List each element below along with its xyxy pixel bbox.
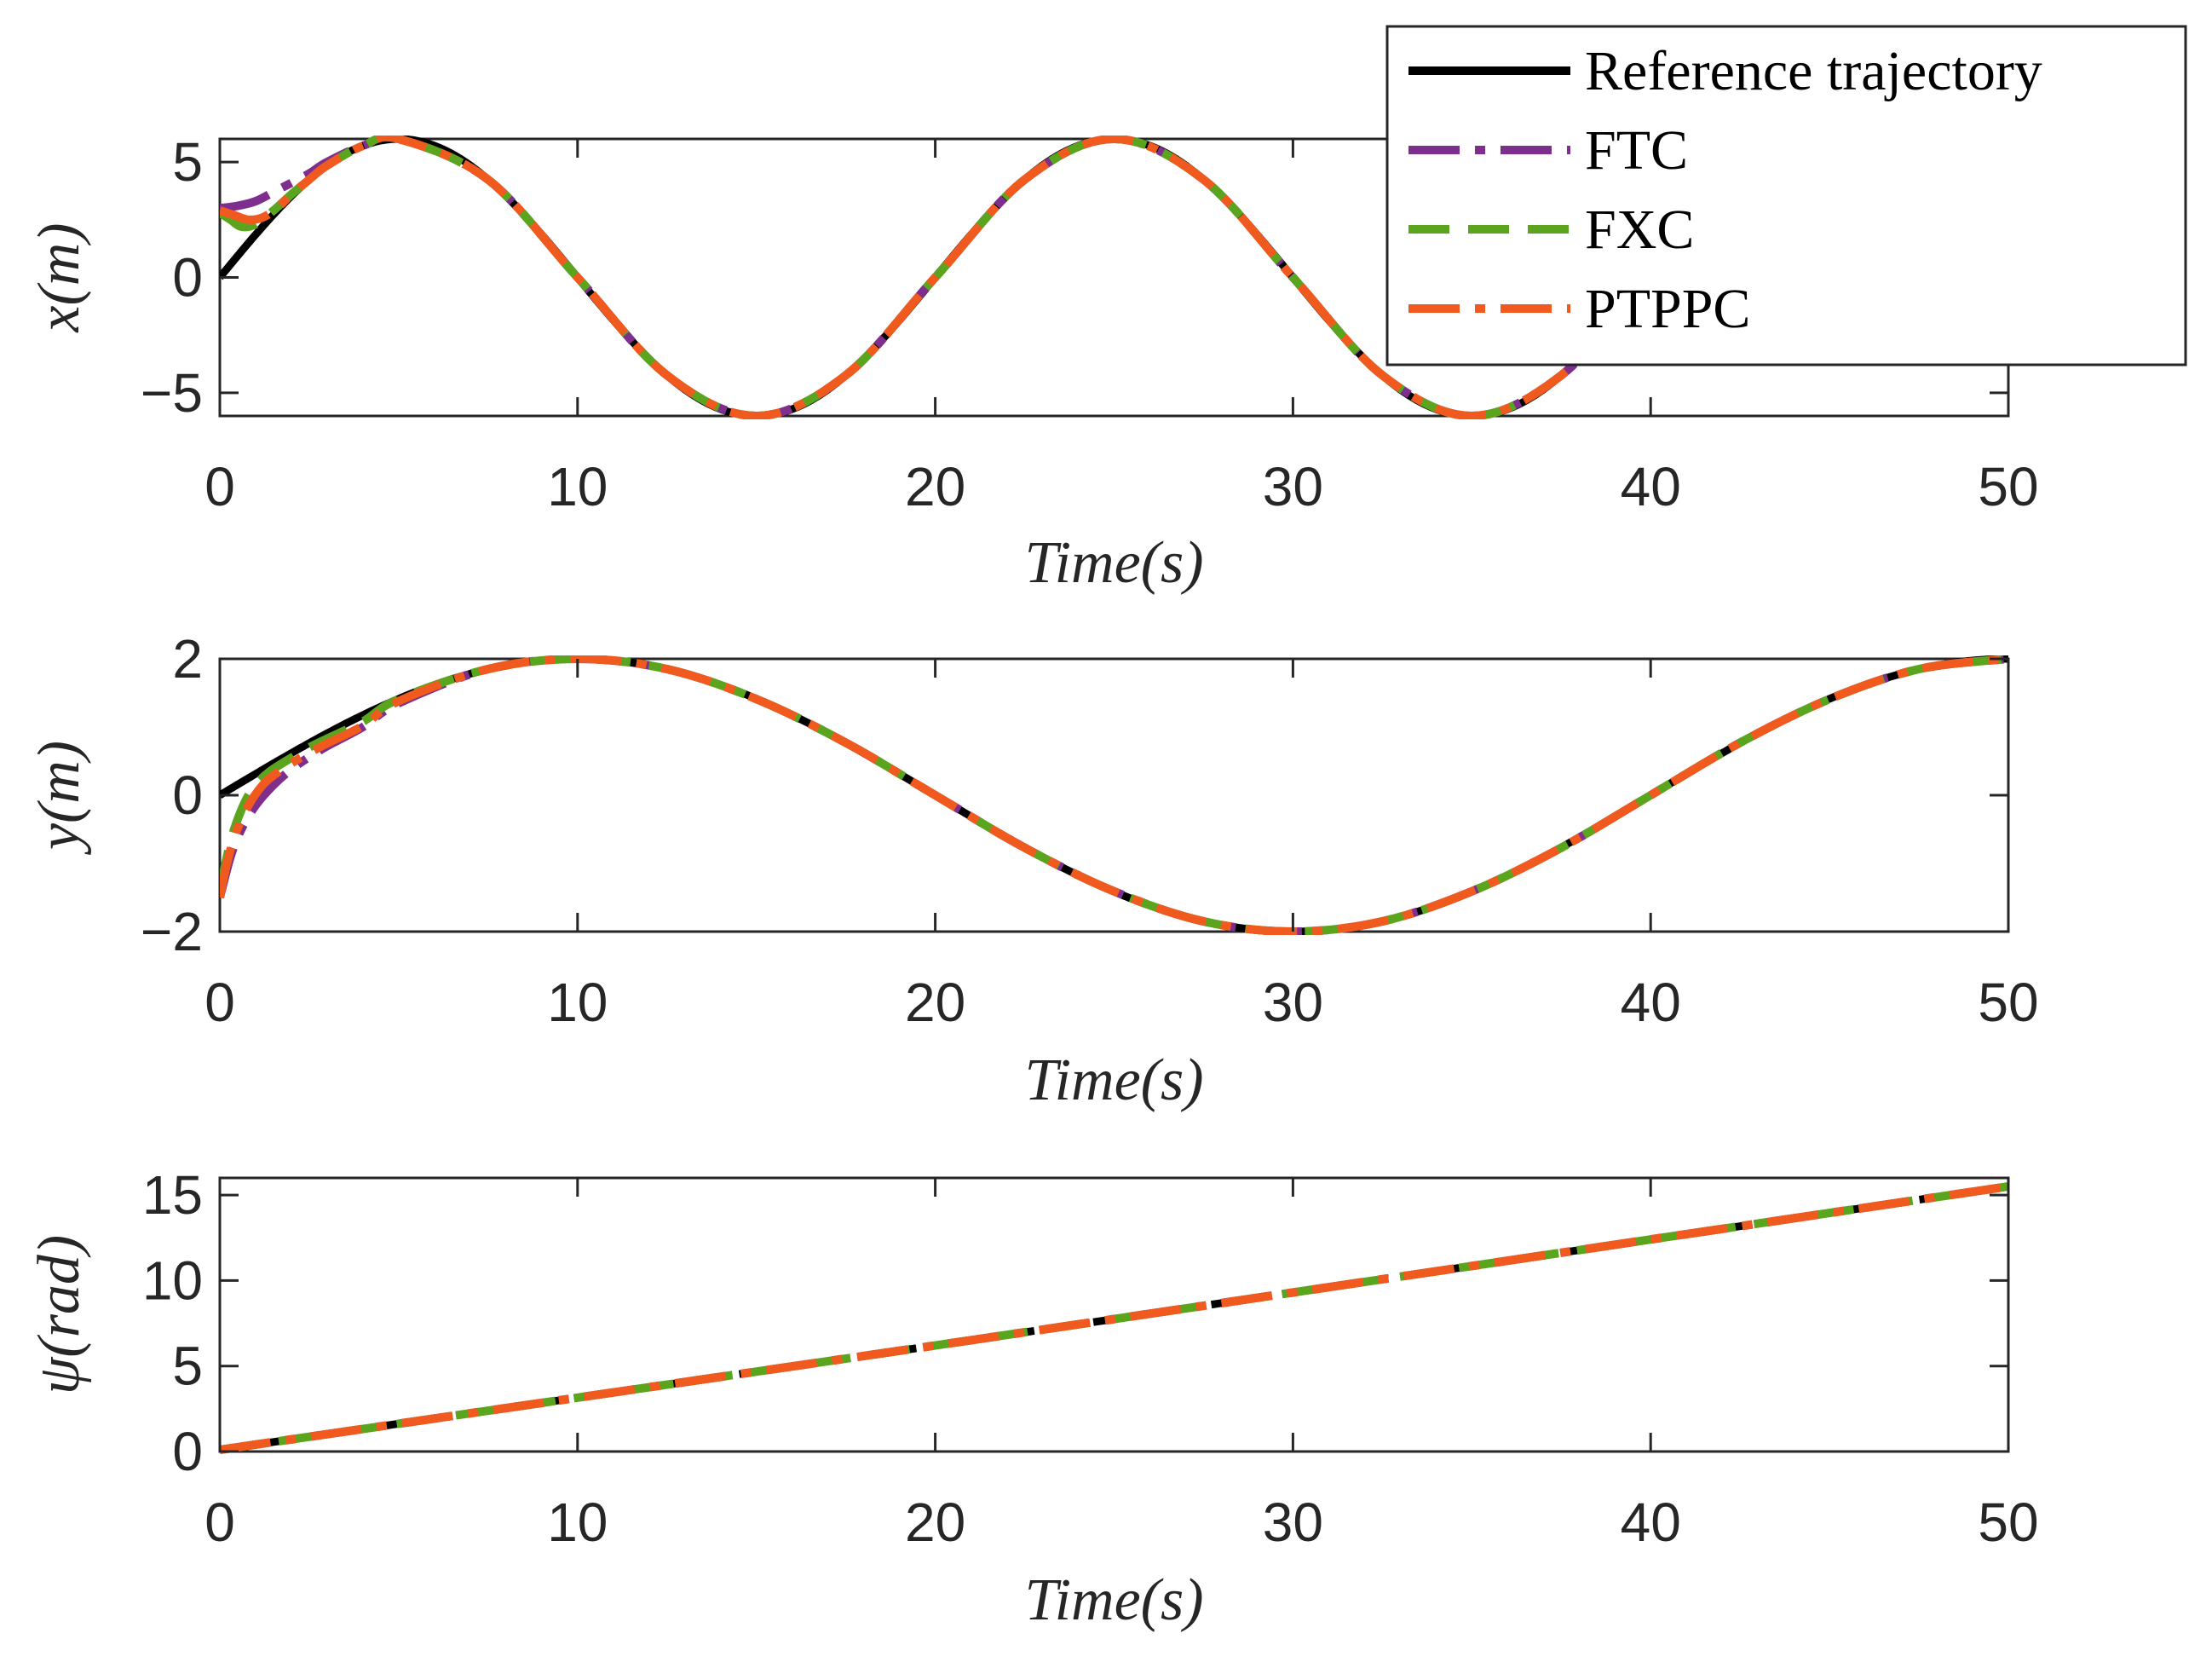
xtick-label-psi: 0 xyxy=(204,1492,235,1553)
ytick-label-psi: 10 xyxy=(142,1250,203,1311)
legend-label-ptppc: PTPPC xyxy=(1585,278,1750,340)
xlabel-y: Time(s) xyxy=(1025,1048,1204,1113)
xlabel-psi: Time(s) xyxy=(1025,1567,1204,1633)
series-line-psi-ptppc xyxy=(220,1182,2008,1454)
ytick-label-x: 0 xyxy=(172,247,203,309)
legend-label-fxc: FXC xyxy=(1585,199,1694,261)
legend-label-ftc: FTC xyxy=(1585,119,1688,182)
xtick-label-x: 0 xyxy=(204,456,235,517)
subplot-psi: 0 10 20 30 40 50 0 5 10 15 Time(s) ψ(rad) xyxy=(26,1164,2039,1633)
ytick-label-y: 2 xyxy=(172,628,203,690)
xtick-label-x: 20 xyxy=(905,456,965,517)
xlabel-x: Time(s) xyxy=(1025,530,1204,596)
xtick-label-y: 10 xyxy=(547,972,608,1033)
xtick-label-psi: 50 xyxy=(1978,1492,2038,1553)
legend-label-reference-trajectory: Reference trajectory xyxy=(1585,40,2042,102)
ylabel-y: y(m) xyxy=(26,741,92,855)
xtick-label-x: 30 xyxy=(1263,456,1323,517)
xtick-label-psi: 30 xyxy=(1263,1492,1323,1553)
series-line-y-ftc xyxy=(220,655,2008,935)
series-group-y xyxy=(220,655,2008,935)
xtick-label-psi: 40 xyxy=(1621,1492,1681,1553)
xtick-label-psi: 10 xyxy=(547,1492,608,1553)
xtick-label-y: 20 xyxy=(905,972,965,1033)
ytick-label-y: 0 xyxy=(172,765,203,826)
xtick-label-x: 10 xyxy=(547,456,608,517)
series-line-x-ptppc xyxy=(220,136,2008,419)
xtick-label-x: 50 xyxy=(1978,456,2038,517)
xtick-label-y: 40 xyxy=(1621,972,1681,1033)
ytick-label-x: −5 xyxy=(141,362,203,424)
ylabel-psi: ψ(rad) xyxy=(26,1235,92,1394)
ylabel-x: x(m) xyxy=(26,222,92,332)
axes-box-y xyxy=(218,657,2010,933)
xtick-label-y: 50 xyxy=(1978,972,2038,1033)
ytick-label-psi: 15 xyxy=(142,1164,203,1226)
xtick-label-y: 30 xyxy=(1263,972,1323,1033)
ytick-label-y: −2 xyxy=(141,901,203,962)
ytick-label-psi: 0 xyxy=(172,1421,203,1482)
xtick-label-psi: 20 xyxy=(905,1492,965,1553)
ytick-label-x: 5 xyxy=(172,131,203,193)
legend: Reference trajectory FTC FXC PTPPC xyxy=(1385,25,2187,366)
series-line-y-ptppc xyxy=(220,655,2008,935)
series-group-psi xyxy=(220,1182,2008,1454)
series-line-y-fxc xyxy=(220,655,2008,935)
xtick-label-x: 40 xyxy=(1621,456,1681,517)
ytick-label-psi: 5 xyxy=(172,1336,203,1397)
xtick-label-y: 0 xyxy=(204,972,235,1033)
